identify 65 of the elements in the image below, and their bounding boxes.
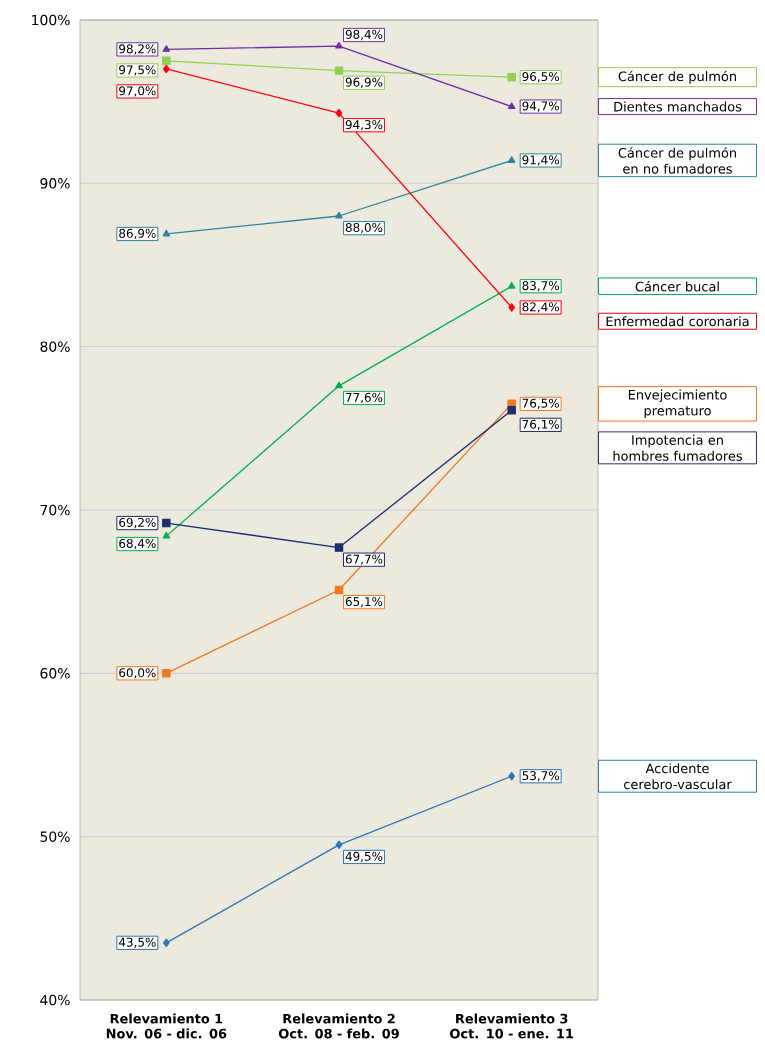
data-label: 76,5% bbox=[522, 398, 559, 409]
data-label: 49,5% bbox=[345, 851, 383, 863]
x-tick-label: Relevamiento 3 Oct. 10 - ene. 11 bbox=[450, 1013, 574, 1039]
data-label: 96,9% bbox=[345, 77, 383, 88]
data-label: 98,2% bbox=[119, 44, 156, 55]
data-label: 60,0% bbox=[119, 668, 156, 679]
y-tick-label: 40% bbox=[40, 994, 70, 1006]
data-label: 77,6% bbox=[345, 392, 383, 404]
data-label: 97,5% bbox=[119, 65, 156, 76]
point bbox=[162, 531, 171, 539]
data-label: 94,3% bbox=[345, 120, 383, 131]
data-label: 65,1% bbox=[345, 597, 383, 608]
point bbox=[334, 585, 344, 595]
y-tick-label: 70% bbox=[40, 504, 70, 516]
point bbox=[162, 938, 170, 948]
data-label: 86,9% bbox=[119, 228, 156, 240]
x-tick-label: Relevamiento 2 Oct. 08 - feb. 09 bbox=[278, 1013, 399, 1039]
point bbox=[508, 771, 516, 781]
data-label: 82,4% bbox=[522, 302, 559, 313]
point bbox=[335, 108, 343, 118]
point bbox=[507, 102, 516, 109]
point bbox=[162, 518, 171, 528]
point bbox=[335, 41, 343, 49]
point bbox=[334, 543, 344, 552]
point bbox=[507, 281, 516, 289]
data-label: 88,0% bbox=[345, 222, 383, 234]
data-label: 96,5% bbox=[522, 72, 559, 83]
point bbox=[335, 381, 343, 389]
y-tick-label: 90% bbox=[40, 178, 70, 189]
text: Cáncer bucal bbox=[635, 280, 719, 292]
data-label: 83,7% bbox=[522, 281, 559, 292]
data-label: 69,2% bbox=[119, 517, 156, 529]
data-label: 68,4% bbox=[119, 538, 156, 550]
text: Envejecimiento prematuro bbox=[628, 389, 727, 419]
y-tick-label: 60% bbox=[40, 668, 70, 679]
point bbox=[162, 45, 171, 52]
text: Enfermedad coronaria bbox=[606, 316, 749, 327]
text: Impotencia en hombres fumadores bbox=[613, 434, 742, 461]
point bbox=[507, 406, 516, 415]
data-label: 91,4% bbox=[522, 155, 559, 166]
x-tick-label: Relevamiento 1 Nov. 06 - dic. 06 bbox=[106, 1013, 227, 1039]
data-label: 43,5% bbox=[118, 937, 156, 948]
point bbox=[162, 229, 171, 237]
point bbox=[507, 156, 516, 163]
y-tick-label: 80% bbox=[40, 341, 70, 352]
point bbox=[335, 840, 343, 850]
y-tick-label: 50% bbox=[40, 831, 70, 842]
point bbox=[335, 211, 343, 219]
data-label: 94,7% bbox=[522, 101, 559, 112]
point bbox=[162, 669, 171, 678]
text: Cáncer de pulmón en no fumadores bbox=[618, 147, 736, 174]
point bbox=[162, 64, 170, 74]
y-tick-label: 100% bbox=[32, 14, 70, 26]
text: Accidente cerebro-vascular bbox=[624, 763, 732, 790]
point bbox=[162, 56, 171, 66]
data-label: 53,7% bbox=[522, 771, 559, 782]
point bbox=[334, 66, 344, 75]
text: Dientes manchados bbox=[614, 101, 742, 112]
text: Cáncer de pulmón bbox=[618, 70, 736, 84]
point bbox=[508, 303, 516, 312]
data-label: 97,0% bbox=[119, 86, 156, 97]
data-label: 67,7% bbox=[345, 554, 383, 565]
data-label: 98,4% bbox=[345, 29, 383, 41]
point bbox=[507, 72, 516, 82]
data-label: 76,1% bbox=[522, 419, 559, 430]
